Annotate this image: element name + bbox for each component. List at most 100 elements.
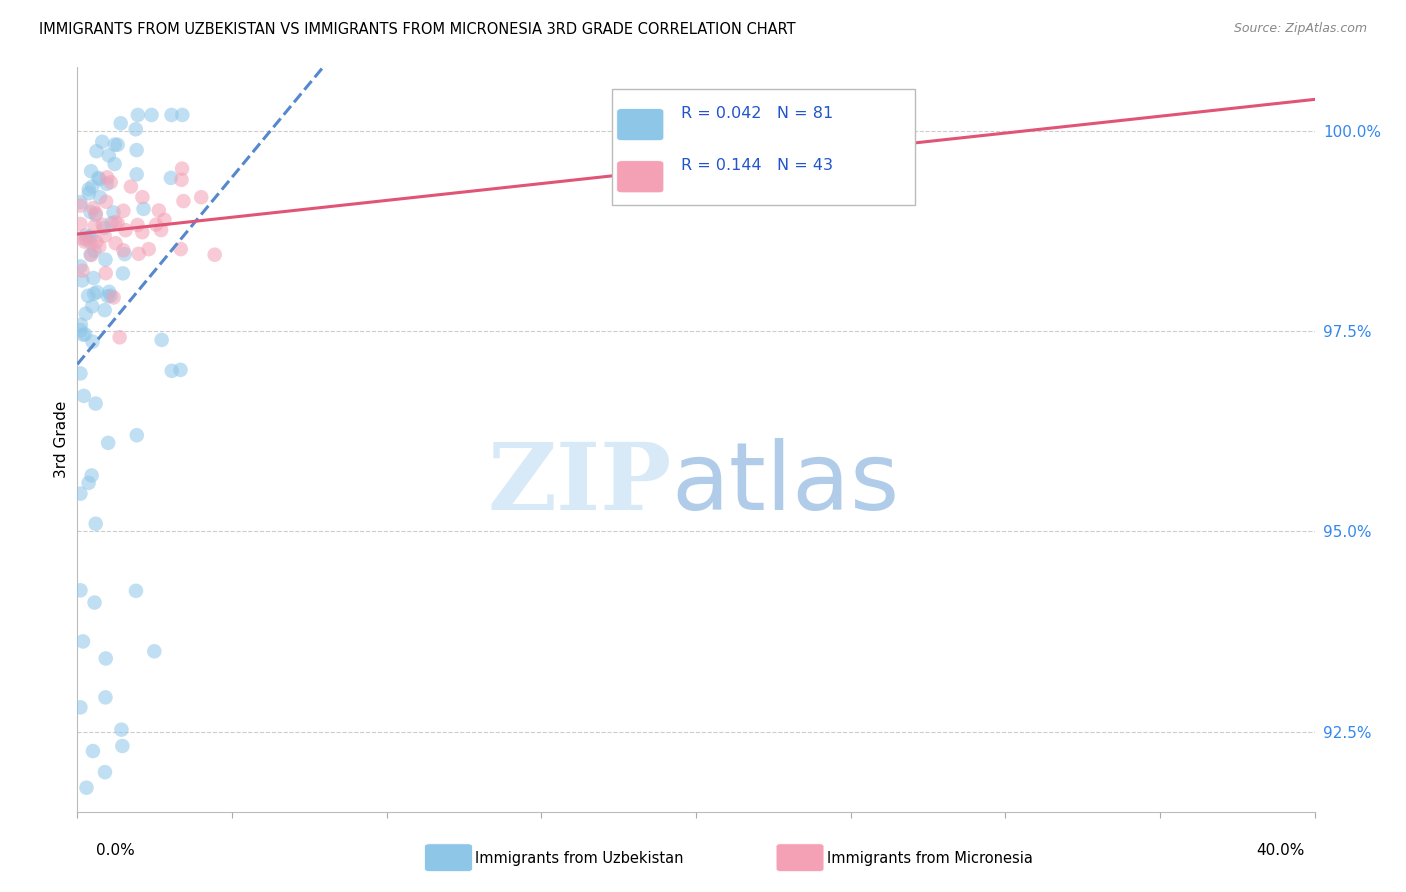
Point <box>104 236 127 251</box>
Point <box>83 244 105 258</box>
Point <box>73 235 96 249</box>
Point <box>89 172 111 186</box>
Point <box>84 516 107 531</box>
Point <box>80 229 103 244</box>
Point <box>83 219 105 234</box>
Text: 0.0%: 0.0% <box>96 843 135 858</box>
Point <box>160 170 183 185</box>
Point <box>77 475 100 490</box>
Point <box>94 651 117 665</box>
Text: Source: ZipAtlas.com: Source: ZipAtlas.com <box>1233 22 1367 36</box>
Point <box>76 780 98 795</box>
Point <box>89 240 111 254</box>
Point <box>94 765 117 780</box>
Point <box>69 367 91 381</box>
Point <box>86 235 108 249</box>
Text: atlas: atlas <box>671 438 900 530</box>
Point <box>83 286 105 301</box>
Point <box>104 215 127 229</box>
Point <box>120 179 142 194</box>
Point <box>69 486 91 500</box>
Point <box>72 327 94 342</box>
Point <box>94 252 117 267</box>
Point <box>128 247 150 261</box>
Point <box>114 247 136 261</box>
Point <box>132 202 155 216</box>
Point <box>172 108 194 122</box>
Point <box>89 190 111 204</box>
Text: IMMIGRANTS FROM UZBEKISTAN VS IMMIGRANTS FROM MICRONESIA 3RD GRADE CORRELATION C: IMMIGRANTS FROM UZBEKISTAN VS IMMIGRANTS… <box>39 22 796 37</box>
Point <box>96 170 118 185</box>
Point <box>69 700 91 714</box>
FancyBboxPatch shape <box>617 109 664 141</box>
Point <box>80 468 103 483</box>
Point <box>110 723 132 737</box>
Point <box>131 225 153 239</box>
Point <box>96 177 118 191</box>
Point <box>94 690 117 705</box>
Point <box>150 223 173 237</box>
Point <box>125 122 148 136</box>
FancyBboxPatch shape <box>617 161 664 193</box>
Point <box>77 182 100 196</box>
Point <box>70 318 93 332</box>
Point <box>84 396 107 410</box>
Point <box>80 164 103 178</box>
Point <box>112 244 135 258</box>
Point <box>111 266 134 280</box>
Point <box>103 205 125 219</box>
Text: Immigrants from Micronesia: Immigrants from Micronesia <box>827 851 1032 865</box>
Point <box>82 299 104 313</box>
Point <box>77 289 100 303</box>
Point <box>170 161 193 176</box>
Point <box>70 231 93 245</box>
Point <box>69 198 91 212</box>
Point <box>69 195 91 210</box>
Point <box>127 218 149 232</box>
Text: R = 0.144   N = 43: R = 0.144 N = 43 <box>681 158 834 173</box>
Point <box>103 290 125 304</box>
Point <box>127 108 149 122</box>
Point <box>94 266 117 280</box>
Point <box>839 149 862 163</box>
Point <box>170 173 193 187</box>
Point <box>82 271 104 285</box>
Point <box>172 194 194 208</box>
Point <box>107 137 129 152</box>
Point <box>72 634 94 648</box>
Point <box>169 363 191 377</box>
Point <box>77 230 100 244</box>
Point <box>204 248 226 262</box>
Point <box>75 228 97 243</box>
Point <box>111 739 134 753</box>
Point <box>69 323 91 337</box>
Point <box>143 644 166 658</box>
Point <box>69 583 91 598</box>
Point <box>72 273 94 287</box>
Point <box>79 235 101 249</box>
Point <box>75 327 97 342</box>
Point <box>160 364 183 378</box>
Point <box>131 190 153 204</box>
Point <box>93 228 115 243</box>
Point <box>190 190 212 204</box>
Point <box>97 435 120 450</box>
Point <box>148 203 170 218</box>
Text: 40.0%: 40.0% <box>1257 843 1305 858</box>
Point <box>97 148 120 162</box>
Point <box>153 212 176 227</box>
Y-axis label: 3rd Grade: 3rd Grade <box>53 401 69 478</box>
Point <box>100 175 122 189</box>
Point <box>93 303 115 318</box>
Point <box>76 233 98 247</box>
Point <box>69 217 91 231</box>
Text: ZIP: ZIP <box>486 439 671 529</box>
Point <box>87 170 110 185</box>
Point <box>100 216 122 230</box>
Point <box>141 108 163 122</box>
Point <box>107 216 129 230</box>
Text: Immigrants from Uzbekistan: Immigrants from Uzbekistan <box>475 851 683 865</box>
Point <box>104 137 127 152</box>
Point <box>73 389 96 403</box>
Point <box>114 223 136 237</box>
